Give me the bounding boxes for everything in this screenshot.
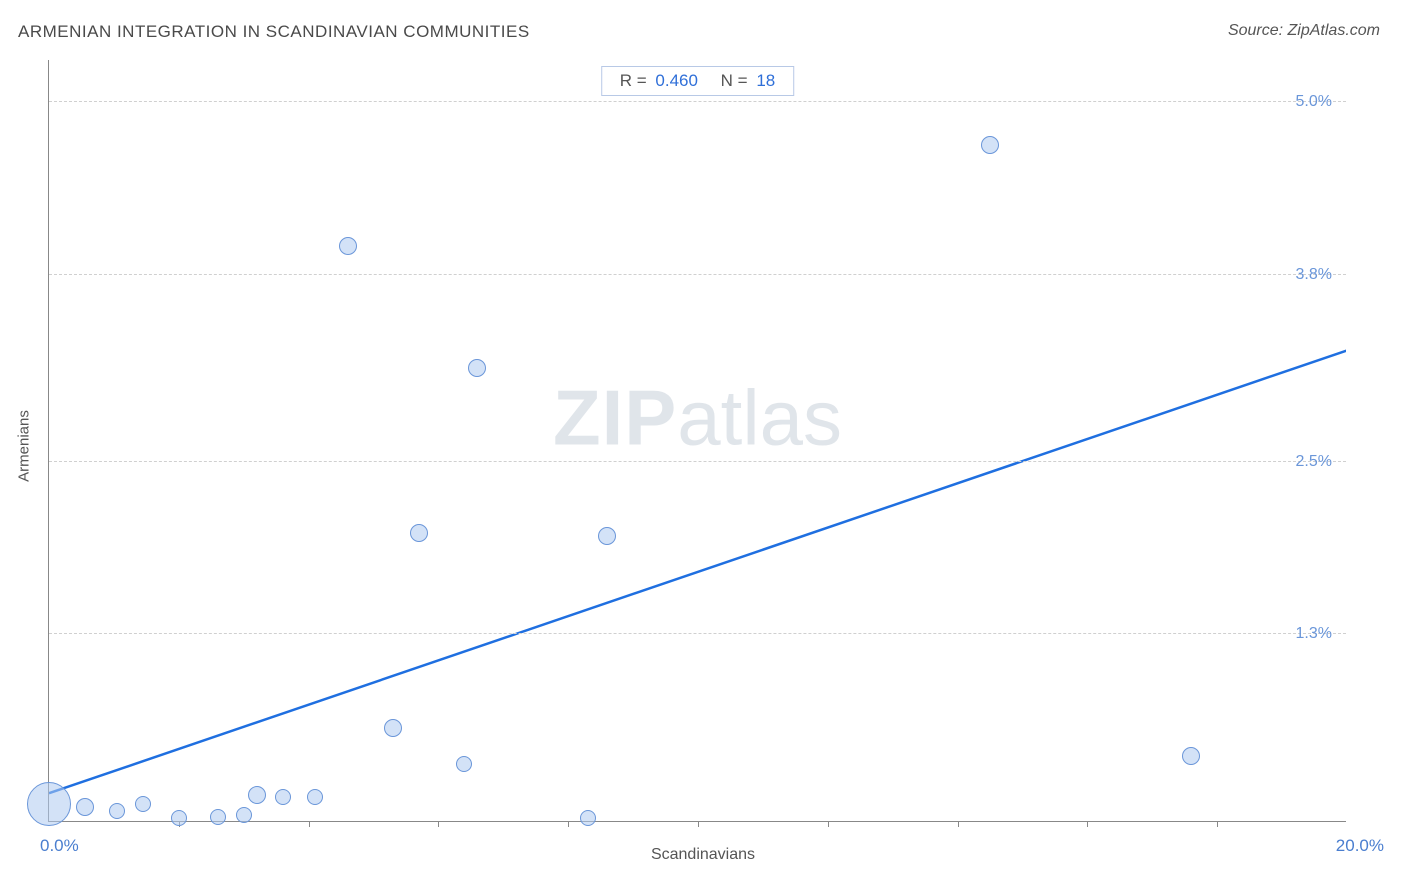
- source-attribution: Source: ZipAtlas.com: [1228, 22, 1380, 40]
- data-point: [275, 789, 291, 805]
- y-tick-label: 1.3%: [1296, 625, 1332, 643]
- scatter-plot: ZIPatlas R = 0.460 N = 18 1.3% 2.5% 3.8% 5.…: [48, 60, 1346, 822]
- gridline: [49, 101, 1346, 102]
- data-point: [1182, 747, 1200, 765]
- data-point: [410, 524, 428, 542]
- y-axis-label: Armenians: [16, 410, 33, 482]
- x-axis-min: 0.0%: [40, 836, 79, 856]
- x-tick: [698, 821, 699, 827]
- trend-line: [49, 60, 1346, 821]
- data-point: [468, 359, 486, 377]
- x-tick: [1217, 821, 1218, 827]
- y-tick-label: 3.8%: [1296, 266, 1332, 284]
- watermark-part2: atlas: [677, 373, 842, 461]
- data-point: [76, 798, 94, 816]
- y-tick-label: 2.5%: [1296, 453, 1332, 471]
- watermark-part1: ZIP: [553, 373, 677, 461]
- data-point: [236, 807, 252, 823]
- x-tick: [1087, 821, 1088, 827]
- stat-r-value: 0.460: [655, 71, 698, 90]
- y-tick-label: 5.0%: [1296, 93, 1332, 111]
- data-point: [135, 796, 151, 812]
- x-axis-label: Scandinavians: [0, 846, 1406, 864]
- data-point: [171, 810, 187, 826]
- gridline: [49, 633, 1346, 634]
- stat-n-value: 18: [756, 71, 775, 90]
- x-tick: [309, 821, 310, 827]
- data-point: [598, 527, 616, 545]
- gridline: [49, 461, 1346, 462]
- data-point: [384, 719, 402, 737]
- x-tick: [438, 821, 439, 827]
- data-point: [210, 809, 226, 825]
- x-tick: [568, 821, 569, 827]
- x-axis-max: 20.0%: [1336, 836, 1384, 856]
- data-point: [580, 810, 596, 826]
- data-point: [339, 237, 357, 255]
- stats-box: R = 0.460 N = 18: [601, 66, 795, 96]
- stat-r-label: R =: [620, 71, 647, 90]
- x-tick: [958, 821, 959, 827]
- data-point: [981, 136, 999, 154]
- gridline: [49, 274, 1346, 275]
- stat-n-label: N =: [721, 71, 748, 90]
- x-tick: [828, 821, 829, 827]
- data-point: [307, 789, 323, 805]
- data-point: [109, 803, 125, 819]
- chart-title: ARMENIAN INTEGRATION IN SCANDINAVIAN COM…: [18, 22, 530, 42]
- data-point: [27, 782, 71, 826]
- data-point: [248, 786, 266, 804]
- watermark: ZIPatlas: [553, 372, 842, 463]
- data-point: [456, 756, 472, 772]
